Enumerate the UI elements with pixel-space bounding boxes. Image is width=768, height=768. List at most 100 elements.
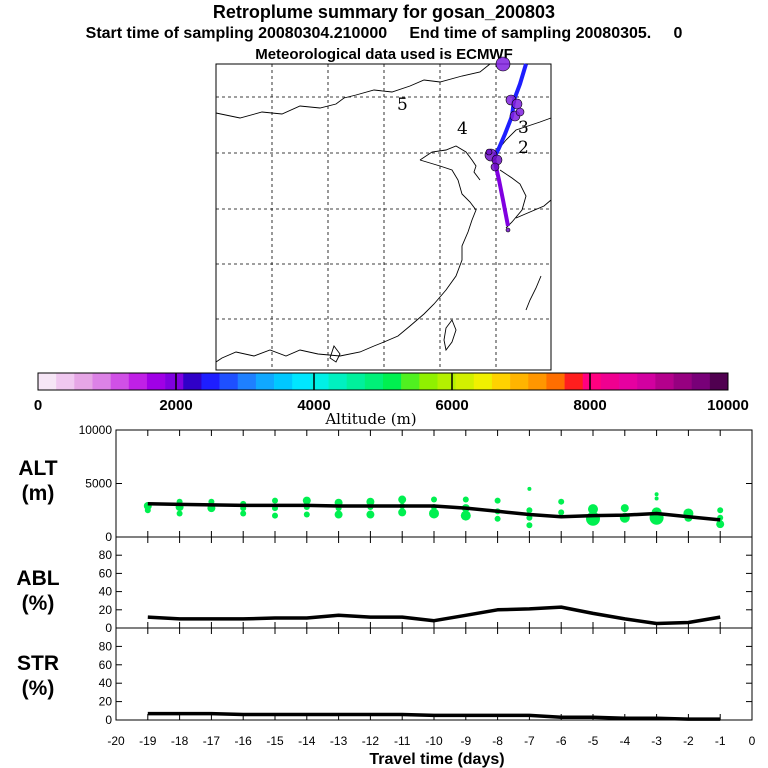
colorbar-swatch: [92, 373, 111, 390]
alt-scatter-point: [429, 508, 439, 519]
time-series-panels: 1000050000ALT(m)806040200ABL(%)806040200…: [16, 423, 755, 768]
colorbar-swatch: [491, 373, 511, 390]
alt-scatter-point: [494, 515, 501, 522]
panel-abl: 80 60 40 20 0 ABL(%): [16, 536, 753, 635]
alt-scatter-point: [717, 507, 724, 514]
y-tick-label: 60: [99, 566, 113, 580]
y-tick-label: 80: [99, 548, 113, 562]
alt-scatter-point: [620, 504, 629, 513]
trajectory-marker: [505, 227, 511, 233]
sampling-times: Start time of sampling 20080304.210000 E…: [85, 25, 683, 42]
alt-scatter-point: [654, 496, 659, 501]
x-tick-label: -13: [330, 734, 348, 748]
alt-scatter-point: [558, 498, 565, 505]
y-tick-label: 60: [99, 658, 113, 672]
panel-label: ABL: [16, 567, 59, 590]
y-tick-label: 40: [99, 585, 113, 599]
plot-title: Retroplume summary for gosan_200803: [212, 2, 556, 22]
y-tick-label: 20: [99, 603, 113, 617]
colorbar-swatch: [255, 373, 275, 390]
colorbar-swatch: [328, 373, 347, 390]
trajectory: [484, 56, 528, 233]
map-grid: [216, 64, 551, 370]
x-tick-label: -10: [425, 734, 443, 748]
alt-scatter-point: [366, 510, 375, 519]
colorbar-swatch: [146, 373, 166, 390]
colorbar-swatch: [201, 373, 220, 390]
series-line-str: [147, 711, 721, 721]
trajectory-marker: [485, 148, 493, 156]
trajectory-marker: [511, 98, 523, 110]
series-line-abl: [147, 605, 721, 626]
x-tick-label: -11: [394, 734, 411, 748]
x-tick-label: -20: [107, 734, 125, 748]
x-tick-label: -7: [524, 734, 535, 748]
day-label: 4: [457, 119, 468, 139]
colorbar-swatch: [564, 373, 584, 390]
colorbar-tick-label: 2000: [159, 397, 192, 414]
colorbar-swatch: [673, 373, 692, 390]
x-tick-label: -12: [362, 734, 380, 748]
y-tick-label: 10000: [79, 423, 113, 437]
met-source: Meteorological data used is ECMWF: [255, 46, 513, 63]
colorbar-swatch: [419, 373, 438, 390]
colorbar-tick-label: 4000: [297, 397, 330, 414]
series-line-alt: [147, 502, 721, 522]
alt-scatter-point: [398, 495, 407, 504]
x-tick-label: 0: [749, 734, 756, 748]
colorbar-swatch: [437, 373, 456, 390]
x-tick-label: -9: [460, 734, 471, 748]
x-tick-label: -15: [266, 734, 284, 748]
x-tick-label: -4: [619, 734, 630, 748]
y-tick-label: 40: [99, 676, 113, 690]
colorbar-swatch: [219, 373, 239, 390]
colorbar-swatch: [473, 373, 493, 390]
colorbar-swatch: [600, 373, 620, 390]
colorbar-swatch: [165, 373, 184, 390]
panel-str: 80 60 40 20 0 STR(%): [17, 627, 753, 727]
alt-scatter-point: [272, 497, 278, 504]
colorbar-tick-label: 0: [34, 397, 42, 414]
y-tick-label: 0: [105, 530, 112, 544]
y-tick-label: 5000: [85, 477, 112, 491]
panel-unit: (%): [22, 592, 55, 615]
x-tick-label: -18: [171, 734, 189, 748]
alt-scatter-point: [527, 486, 532, 491]
x-axis: -20 -19 -18 -17 -16 -15 -14 -13 -12 -11 -10 -9 -8 -7-…: [107, 734, 755, 768]
x-tick-label: -2: [683, 734, 694, 748]
panel-label: ALT: [18, 457, 57, 480]
day-label: 5: [397, 95, 408, 115]
colorbar-tick-label: 6000: [435, 397, 468, 414]
colorbar-swatch: [401, 373, 420, 390]
colorbar-swatch: [274, 373, 293, 390]
colorbar-swatch: [128, 373, 148, 390]
y-tick-label: 0: [105, 713, 112, 727]
colorbar-swatch: [38, 373, 57, 390]
colorbar-tick-label: 8000: [573, 397, 606, 414]
panel-label: STR: [17, 652, 59, 675]
day-label: 3: [518, 118, 529, 138]
alt-scatter-point: [462, 496, 469, 503]
alt-scatter-point: [526, 522, 533, 529]
alt-scatter-point: [588, 504, 598, 515]
colorbar-swatch: [546, 373, 565, 390]
alt-scatter-point: [240, 510, 247, 517]
alt-scatter-point: [144, 507, 151, 514]
x-tick-label: -17: [203, 734, 221, 748]
colorbar-swatch: [346, 373, 366, 390]
panel-unit: (%): [22, 677, 55, 700]
x-tick-label: -3: [651, 734, 662, 748]
x-tick-label: -1: [715, 734, 726, 748]
colorbar-swatch: [691, 373, 711, 390]
alt-scatter-point: [398, 508, 407, 517]
colorbar-swatch: [455, 373, 475, 390]
panel-frame: [115, 627, 753, 721]
coastlines: [215, 63, 552, 363]
alt-scatter-point: [494, 497, 501, 504]
day-labels: 5 4 32: [397, 95, 529, 158]
trajectory-marker: [515, 107, 525, 117]
alt-scatter-point: [526, 507, 533, 514]
alt-scatter-point: [460, 510, 471, 521]
colorbar-swatch: [655, 373, 674, 390]
